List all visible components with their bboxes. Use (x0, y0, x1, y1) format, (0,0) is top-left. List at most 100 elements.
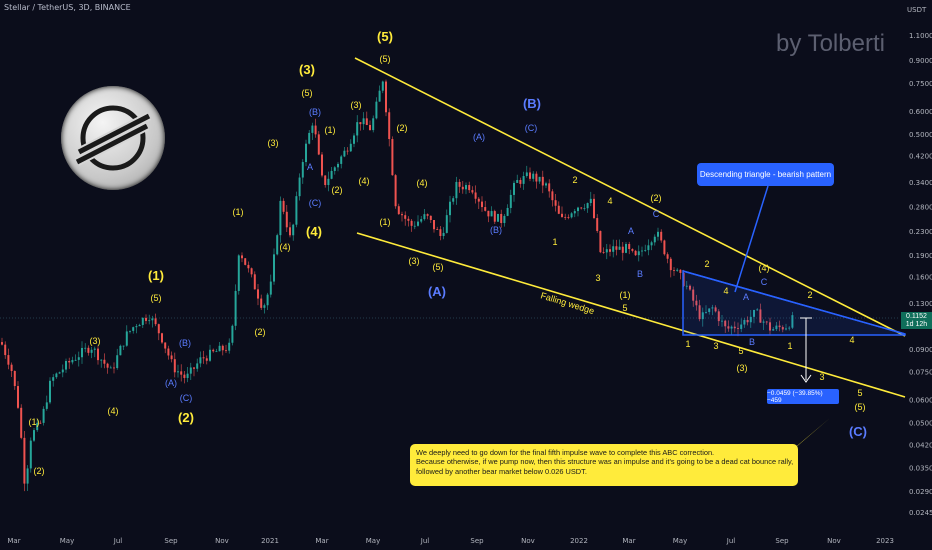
candle-body (385, 81, 387, 113)
candle-body (237, 255, 240, 291)
x-tick-label: Jul (113, 537, 123, 545)
wave-label: (3) (351, 100, 362, 110)
candle-body (599, 230, 602, 253)
candle-body (33, 430, 35, 441)
wave-label: (1) (233, 207, 244, 217)
candle-body (180, 371, 183, 375)
candle-body (529, 172, 531, 179)
currency-label: USDT (907, 6, 927, 14)
candle-body (212, 349, 215, 352)
candle-body (561, 213, 563, 217)
candle-body (68, 361, 71, 363)
triangle-upper-line (682, 270, 906, 335)
candle-body (577, 207, 579, 212)
y-tick-label: 0.0500 (909, 420, 932, 428)
candle-body (487, 210, 490, 217)
analysis-note[interactable]: We deeply need to go down for the final … (410, 444, 798, 486)
candle-body (10, 364, 13, 371)
wave-label: 2 (807, 290, 812, 300)
candle-body (356, 122, 359, 136)
candle-body (506, 207, 509, 216)
descending-triangle-callout[interactable]: Descending triangle - bearish pattern (697, 163, 834, 186)
candle-body (609, 249, 611, 252)
candle-body (26, 468, 29, 484)
candle-body (196, 363, 199, 369)
wave-label: 3 (819, 372, 824, 382)
candle-body (49, 380, 51, 403)
x-tick-label: Nov (827, 537, 841, 545)
candle-body (186, 373, 189, 378)
candle-body (100, 359, 103, 361)
wedge-label: Falling wedge (539, 290, 595, 316)
x-tick-label: 2023 (876, 537, 894, 545)
candle-body (42, 408, 45, 423)
candle-body (589, 198, 592, 204)
candle-body (791, 315, 794, 328)
candle-body (772, 329, 775, 331)
candle-body (209, 349, 211, 361)
candle-body (477, 198, 480, 202)
wave-label: (C) (180, 393, 193, 403)
candle-body (65, 361, 67, 370)
y-tick-label: 1.1000 (909, 32, 932, 40)
price-countdown: 1d 12h (905, 321, 928, 328)
wave-label: A (307, 162, 313, 172)
candle-body (535, 173, 538, 182)
candle-body (666, 254, 669, 259)
candle-body (154, 318, 157, 325)
candle-body (343, 150, 346, 157)
wave-label: (2) (332, 185, 343, 195)
candle-body (538, 176, 541, 182)
symbol-header[interactable]: Stellar / TetherUS, 3D, BINANCE (4, 3, 131, 12)
candle-body (465, 185, 467, 190)
wave-label: (2) (34, 466, 45, 476)
candle-body (241, 255, 243, 259)
candle-body (234, 290, 237, 326)
wave-label: (1) (620, 290, 631, 300)
candle-body (116, 355, 119, 369)
x-tick-label: May (366, 537, 380, 545)
candle-body (612, 246, 615, 252)
candle-body (548, 183, 551, 192)
measure-label[interactable]: −0.0459 (−39.85%) −459 (767, 389, 839, 404)
candle-body (369, 124, 371, 131)
candle-body (167, 348, 170, 356)
candle-body (97, 348, 99, 361)
candle-body (570, 213, 573, 218)
candle-body (138, 324, 141, 327)
candle-body (423, 214, 426, 220)
x-tick-label: Sep (470, 537, 484, 545)
candle-body (7, 355, 10, 365)
candle-body (493, 211, 496, 222)
candle-body (551, 191, 554, 201)
wave-label: (5) (380, 54, 391, 64)
candle-body (481, 201, 483, 208)
wave-label: (2) (397, 123, 408, 133)
candle-body (349, 143, 352, 152)
candle-body (759, 309, 762, 323)
candle-body (90, 349, 93, 353)
candle-body (503, 215, 506, 224)
candle-body (420, 219, 423, 222)
candle-body (439, 229, 442, 236)
wave-label: (4) (359, 176, 370, 186)
note-line: We deeply need to go down for the final … (416, 448, 715, 457)
candle-body (311, 125, 314, 133)
candle-body (637, 251, 640, 256)
candle-body (321, 154, 323, 176)
y-tick-label: 0.9000 (909, 57, 932, 65)
wave-label: (C) (849, 424, 867, 439)
candle-body (177, 371, 179, 373)
candle-body (74, 359, 77, 361)
y-tick-label: 0.1600 (909, 274, 932, 282)
candle-body (257, 289, 259, 299)
candle-body (695, 300, 698, 306)
candle-body (701, 312, 704, 320)
wave-label: B (749, 337, 755, 347)
wave-label: (B) (490, 225, 502, 235)
candle-body (596, 218, 599, 231)
candle-body (445, 215, 448, 233)
wave-label: (5) (151, 293, 162, 303)
candle-body (183, 374, 186, 378)
